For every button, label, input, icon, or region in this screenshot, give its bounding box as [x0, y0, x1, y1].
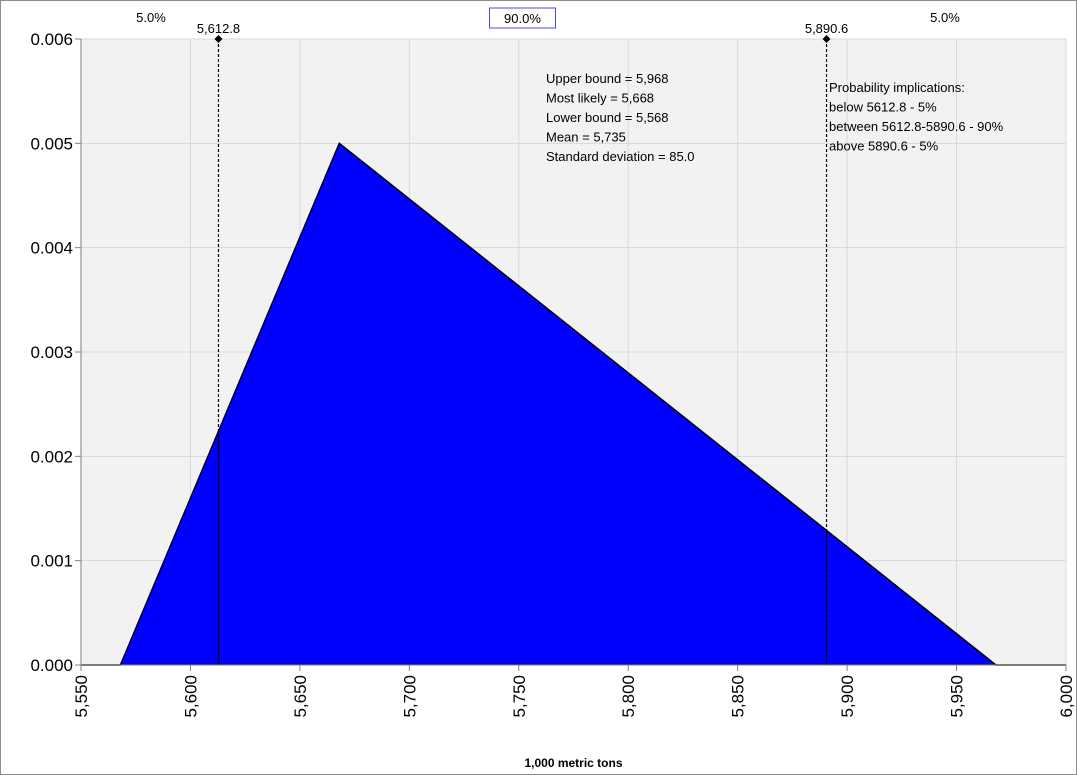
y-tick-label: 0.000 [30, 656, 73, 675]
stats-annotation-line: Standard deviation = 85.0 [546, 149, 695, 164]
x-tick-label: 5,550 [72, 675, 91, 718]
x-tick-label: 5,850 [729, 675, 748, 718]
region-right-percent: 5.0% [930, 10, 960, 25]
region-left-percent: 5.0% [136, 10, 166, 25]
probability-annotation-line: Probability implications: [829, 80, 965, 95]
percentile-marker-label: 5,612.8 [197, 21, 240, 36]
y-tick-label: 0.001 [30, 552, 73, 571]
x-tick-label: 5,950 [948, 675, 967, 718]
region-middle-box [488, 7, 556, 29]
y-tick-label: 0.002 [30, 447, 73, 466]
x-tick-label: 5,700 [400, 675, 419, 718]
axes: 0.000 0.001 0.002 0.003 0.004 0.005 0.006 5,550… [30, 30, 1076, 770]
probability-annotation-line: below 5612.8 - 5% [829, 100, 937, 115]
region-middle-percent: 90.0% [504, 11, 541, 26]
stats-annotation-line: Most likely = 5,668 [546, 91, 654, 106]
probability-annotation-line: above 5890.6 - 5% [829, 139, 939, 154]
x-tick-label: 5,750 [510, 675, 529, 718]
x-tick-label: 5,800 [619, 675, 638, 718]
y-tick-label: 0.006 [30, 30, 73, 49]
percentile-marker-label: 5,890.6 [805, 21, 848, 36]
x-axis-title: 1,000 metric tons [524, 756, 622, 770]
probability-annotation-line: between 5612.8-5890.6 - 90% [829, 119, 1004, 134]
x-tick-label: 5,650 [291, 675, 310, 718]
y-tick-label: 0.005 [30, 134, 73, 153]
y-tick-label: 0.004 [30, 239, 73, 258]
x-tick-label: 5,900 [838, 675, 857, 718]
percentile-marker-diamond [214, 35, 223, 43]
stats-annotation-line: Mean = 5,735 [546, 130, 626, 145]
annotation-layer: 5.0% 90.0% 5.0% Upper bound = 5,968 Most lik… [136, 7, 1004, 164]
distribution-area [81, 143, 1066, 666]
stats-annotation-line: Lower bound = 5,568 [546, 110, 669, 125]
y-tick-label: 0.003 [30, 343, 73, 362]
percentile-marker-diamond [822, 35, 831, 43]
percentile-marker-layer: 5,612.8 5,890.6 [197, 21, 848, 665]
x-tick-label: 6,000 [1057, 675, 1076, 718]
stats-annotation-line: Upper bound = 5,968 [546, 71, 669, 86]
x-tick-label: 5,600 [181, 675, 200, 718]
